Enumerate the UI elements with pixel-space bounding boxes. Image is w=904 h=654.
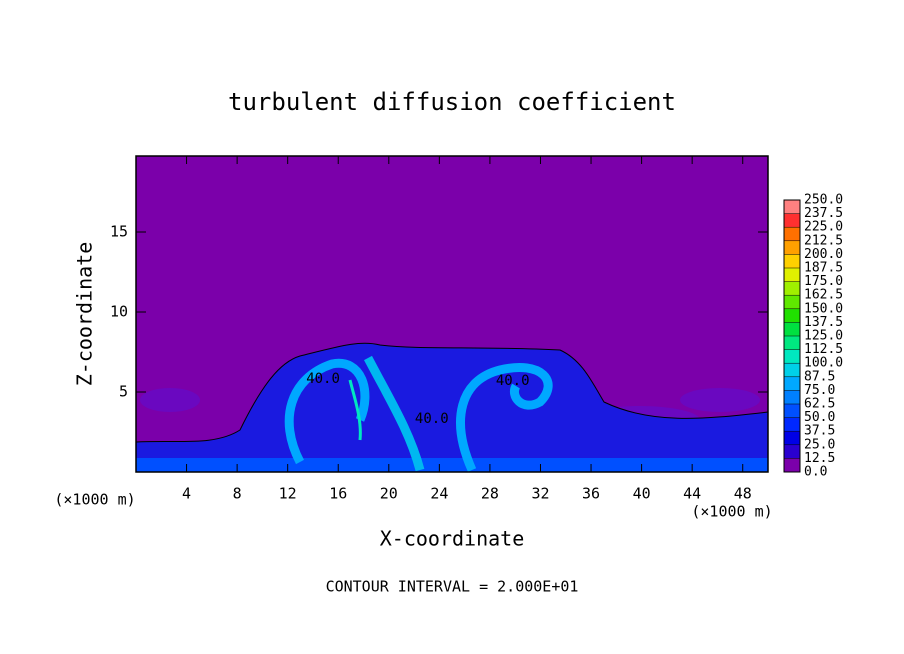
colorbar-label: 150.0 [804, 301, 843, 316]
x-tick-label: 40 [633, 485, 651, 503]
x-unit-label: (×1000 m) [691, 503, 772, 521]
colorbar-label: 112.5 [804, 342, 843, 357]
colorbar-swatch [784, 404, 800, 418]
y-tick-label: 5 [119, 383, 128, 401]
colorbar-swatch [784, 322, 800, 336]
colorbar-label: 200.0 [804, 247, 843, 262]
colorbar-label: 162.5 [804, 288, 843, 303]
x-tick-label: 16 [329, 485, 347, 503]
field [135, 156, 769, 473]
colorbar-swatch [784, 200, 800, 214]
colorbar-label: 100.0 [804, 356, 843, 371]
x-tick-label: 4 [182, 485, 191, 503]
colorbar-swatch [784, 295, 800, 309]
y-tick-label: 15 [110, 223, 128, 241]
x-tick-label: 36 [582, 485, 600, 503]
colorbar-label: 25.0 [804, 437, 835, 452]
field-patch [680, 388, 760, 412]
colorbar-label: 125.0 [804, 329, 843, 344]
colorbar-label: 225.0 [804, 220, 843, 235]
colorbar-label: 50.0 [804, 410, 835, 425]
x-tick-label: 20 [380, 485, 398, 503]
colorbar-swatch [784, 431, 800, 445]
colorbar-swatch [784, 390, 800, 404]
contour-label: 40.0 [306, 371, 340, 387]
field-region [136, 458, 768, 472]
field-swirl [348, 379, 362, 441]
colorbar-swatch [784, 417, 800, 432]
field-patch [140, 388, 200, 412]
field-swirl [456, 363, 553, 472]
x-tick-label: 28 [481, 485, 499, 503]
colorbar-swatch [784, 268, 800, 282]
y-tick-label: 10 [110, 303, 128, 321]
colorbar-swatch [784, 444, 800, 459]
field-swirl [284, 358, 370, 465]
x-tick-label: 24 [430, 485, 448, 503]
colorbar-label: 37.5 [804, 424, 835, 439]
colorbar-swatch [784, 254, 800, 268]
y-axis-label: Z-coordinate [73, 242, 97, 387]
colorbar-label: 0.0 [804, 465, 827, 480]
field-swirl [364, 355, 425, 472]
colorbar-swatch [784, 281, 800, 296]
colorbar-swatch [784, 458, 800, 472]
colorbar-label: 187.5 [804, 261, 843, 276]
colorbar-label: 87.5 [804, 369, 835, 384]
x-tick-label: 48 [734, 485, 752, 503]
colorbar-label: 62.5 [804, 397, 835, 412]
x-tick-label: 32 [531, 485, 549, 503]
colorbar-swatch [784, 363, 800, 377]
colorbar-label: 75.0 [804, 383, 835, 398]
y-unit-label: (×1000 m) [54, 491, 135, 509]
plot-frame [135, 155, 769, 473]
colorbar-swatch [784, 376, 800, 391]
colorbar-swatch [784, 213, 800, 228]
colorbar-label: 137.5 [804, 315, 843, 330]
colorbar-swatch [784, 336, 800, 350]
x-axis-label: X-coordinate [380, 527, 525, 551]
colorbar-swatch [784, 227, 800, 241]
colorbar-swatch [784, 240, 800, 255]
x-tick-label: 12 [279, 485, 297, 503]
x-tick-label: 44 [683, 485, 701, 503]
footer: CONTOUR INTERVAL = 2.000E+01 [326, 578, 579, 596]
chart-title: turbulent diffusion coefficient [228, 88, 676, 116]
contour-label: 40.0 [415, 411, 449, 427]
x-tick-label: 8 [233, 485, 242, 503]
colorbar-label: 237.5 [804, 206, 843, 221]
colorbar-label: 12.5 [804, 451, 835, 466]
colorbar-label: 212.5 [804, 233, 843, 248]
colorbar-swatch [784, 349, 800, 364]
colorbar-label: 250.0 [804, 193, 843, 208]
colorbar-label: 175.0 [804, 274, 843, 289]
colorbar-swatch [784, 308, 800, 323]
contour-label: 40.0 [496, 373, 530, 389]
